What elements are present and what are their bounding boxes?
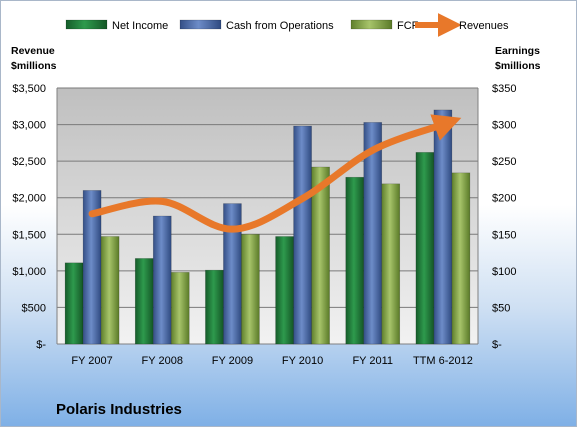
- right-tick-label: $350: [492, 83, 516, 95]
- revenue-line-group: [88, 114, 462, 233]
- right-tick-label: $250: [492, 156, 516, 168]
- bar-fcf: [451, 172, 471, 345]
- bar-net-income: [415, 152, 435, 345]
- right-tick-label: $150: [492, 229, 516, 241]
- bar-net-income: [275, 236, 294, 345]
- bar-net-income: [345, 176, 365, 345]
- bar-fcf: [311, 166, 330, 345]
- right-tick-label: $300: [492, 120, 516, 132]
- bar-fcf: [241, 233, 260, 345]
- axes: $- $- $500 $50 $1,000 $100 $1,500 $150 $2,000 $20…: [12, 83, 516, 367]
- legend-label: Cash from Operations: [226, 20, 334, 32]
- gridlines: [57, 87, 478, 345]
- left-axis-title-line2: $millions: [11, 60, 57, 72]
- right-axis-title-line2: $millions: [495, 60, 541, 72]
- left-tick-label: $500: [22, 302, 46, 314]
- bar-net-income: [134, 258, 154, 345]
- left-tick-label: $2,500: [12, 156, 46, 168]
- left-tick-label: $1,500: [12, 229, 46, 241]
- bar-net-income: [205, 269, 224, 345]
- bar-fcf: [170, 272, 190, 345]
- left-tick-label: $-: [36, 339, 46, 351]
- legend-label: FCF: [397, 20, 419, 32]
- bar-cash-from-operations: [152, 215, 172, 345]
- left-axis-title-line1: Revenue: [11, 45, 55, 57]
- x-tick-label: FY 2007: [71, 355, 112, 367]
- revenues-line: [88, 114, 462, 233]
- bar-cash-from-operations: [223, 203, 242, 345]
- left-tick-label: $1,000: [12, 266, 46, 278]
- legend-label: Net Income: [112, 20, 168, 32]
- right-tick-label: $100: [492, 266, 516, 278]
- bars: [64, 109, 471, 345]
- bar-fcf: [381, 183, 401, 345]
- right-tick-label: $200: [492, 193, 516, 205]
- company-name: Polaris Industries: [56, 401, 182, 418]
- right-axis-title-line1: Earnings: [495, 45, 540, 57]
- legend-swatch: [179, 19, 222, 30]
- x-tick-label: TTM 6-2012: [413, 355, 473, 367]
- bar-cash-from-operations: [293, 125, 312, 345]
- bar-fcf: [100, 236, 120, 345]
- bar-net-income: [64, 262, 84, 345]
- left-tick-label: $2,000: [12, 193, 46, 205]
- x-tick-label: FY 2008: [142, 355, 183, 367]
- x-tick-label: FY 2011: [352, 355, 393, 367]
- legend: Net Income Cash from Operations FCF Revenue…: [65, 13, 509, 37]
- x-tick-label: FY 2010: [282, 355, 323, 367]
- right-tick-label: $50: [492, 302, 510, 314]
- legend-swatch: [65, 19, 108, 30]
- x-tick-label: FY 2009: [212, 355, 253, 367]
- left-tick-label: $3,000: [12, 120, 46, 132]
- left-tick-label: $3,500: [12, 83, 46, 95]
- legend-label: Revenues: [459, 20, 509, 32]
- right-tick-label: $-: [492, 339, 502, 351]
- legend-swatch: [350, 19, 393, 30]
- bar-cash-from-operations: [433, 109, 453, 345]
